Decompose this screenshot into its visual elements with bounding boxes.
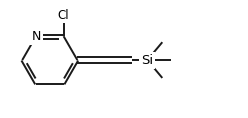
Text: N: N <box>31 30 41 43</box>
Text: Cl: Cl <box>58 9 69 22</box>
Text: Si: Si <box>141 54 153 67</box>
